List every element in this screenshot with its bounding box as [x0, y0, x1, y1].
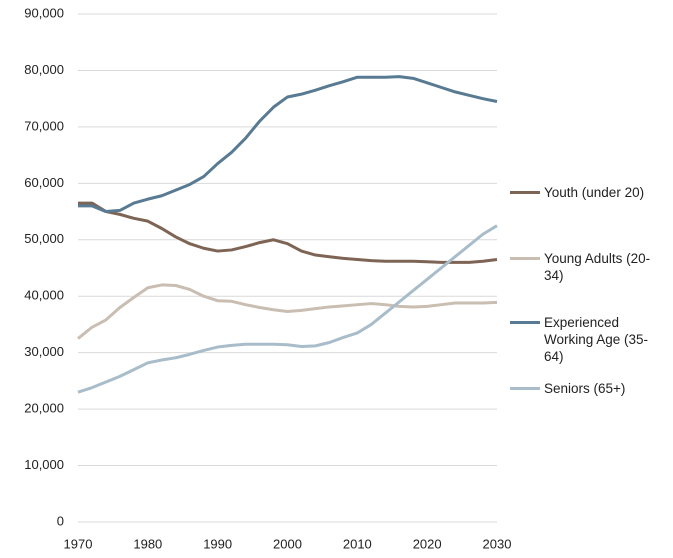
y-tick-label: 40,000: [24, 288, 64, 303]
y-tick-label: 0: [57, 513, 64, 528]
series-line: [77, 224, 498, 394]
y-tick-label: 30,000: [24, 344, 64, 359]
legend-label: Experienced Working Age (35-64): [544, 315, 649, 364]
x-tick-label: 1970: [64, 536, 93, 551]
legend-label: Young Adults (20-34): [544, 251, 651, 283]
y-tick-label: 10,000: [24, 457, 64, 472]
y-tick-label: 20,000: [24, 401, 64, 416]
x-tick-label: 1980: [133, 536, 162, 551]
series-line: [78, 201, 498, 264]
series-line: [77, 283, 498, 340]
legend-label: Seniors (65+): [544, 381, 626, 396]
legend-label: Youth (under 20): [544, 185, 645, 200]
y-tick-label: 70,000: [24, 118, 64, 133]
legend-swatch: [510, 257, 540, 260]
legend-item: Experienced Working Age (35-64): [510, 314, 670, 365]
legend-item: Youth (under 20): [510, 184, 670, 201]
y-tick-label: 60,000: [24, 175, 64, 190]
x-tick-label: 2030: [483, 536, 512, 551]
x-tick-label: 2020: [413, 536, 442, 551]
x-tick-label: 2010: [343, 536, 372, 551]
legend-swatch: [510, 387, 540, 390]
series-line: [78, 75, 498, 214]
y-tick-label: 50,000: [24, 231, 64, 246]
x-tick-label: 2000: [273, 536, 302, 551]
y-tick-label: 80,000: [24, 62, 64, 77]
y-tick-label: 90,000: [24, 5, 64, 20]
legend-item: Seniors (65+): [510, 380, 670, 397]
x-tick-label: 1990: [203, 536, 232, 551]
legend-item: Young Adults (20-34): [510, 250, 670, 284]
legend-swatch: [510, 191, 540, 194]
legend-swatch: [510, 321, 540, 324]
